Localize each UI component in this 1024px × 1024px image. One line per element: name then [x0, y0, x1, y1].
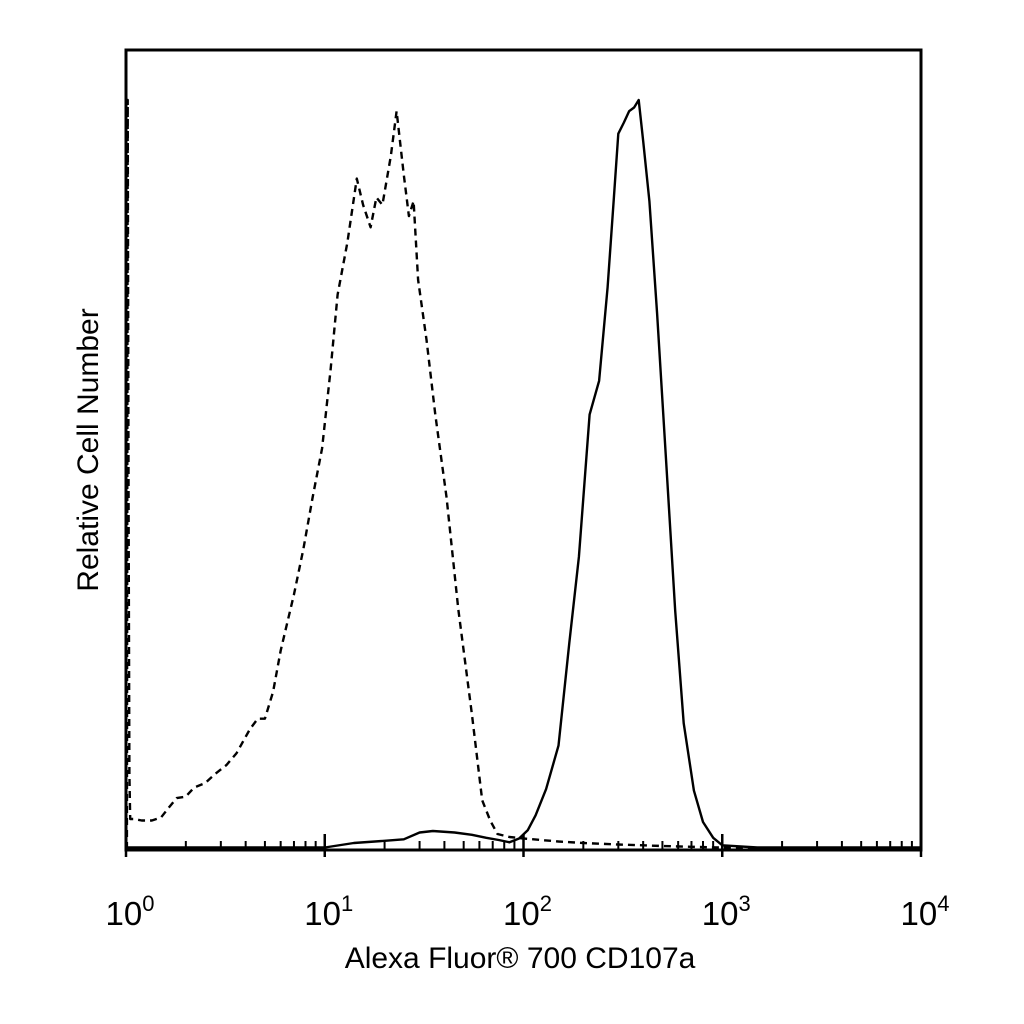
y-axis-title: Relative Cell Number [72, 308, 105, 591]
x-tick-label: 103 [702, 891, 751, 932]
x-axis-tick-labels: 100 101 102 103 104 [106, 891, 950, 932]
solid-histogram-line [126, 98, 921, 849]
plot-frame [124, 48, 923, 852]
x-tick-label: 100 [106, 891, 155, 932]
x-tick-label: 104 [901, 891, 950, 932]
x-tick-label: 102 [503, 891, 552, 932]
series-layer [125, 98, 921, 850]
x-tick-label: 101 [304, 891, 353, 932]
x-axis-title: Alexa Fluor® 700 CD107a [345, 942, 696, 975]
dashed-histogram-line [125, 98, 921, 850]
